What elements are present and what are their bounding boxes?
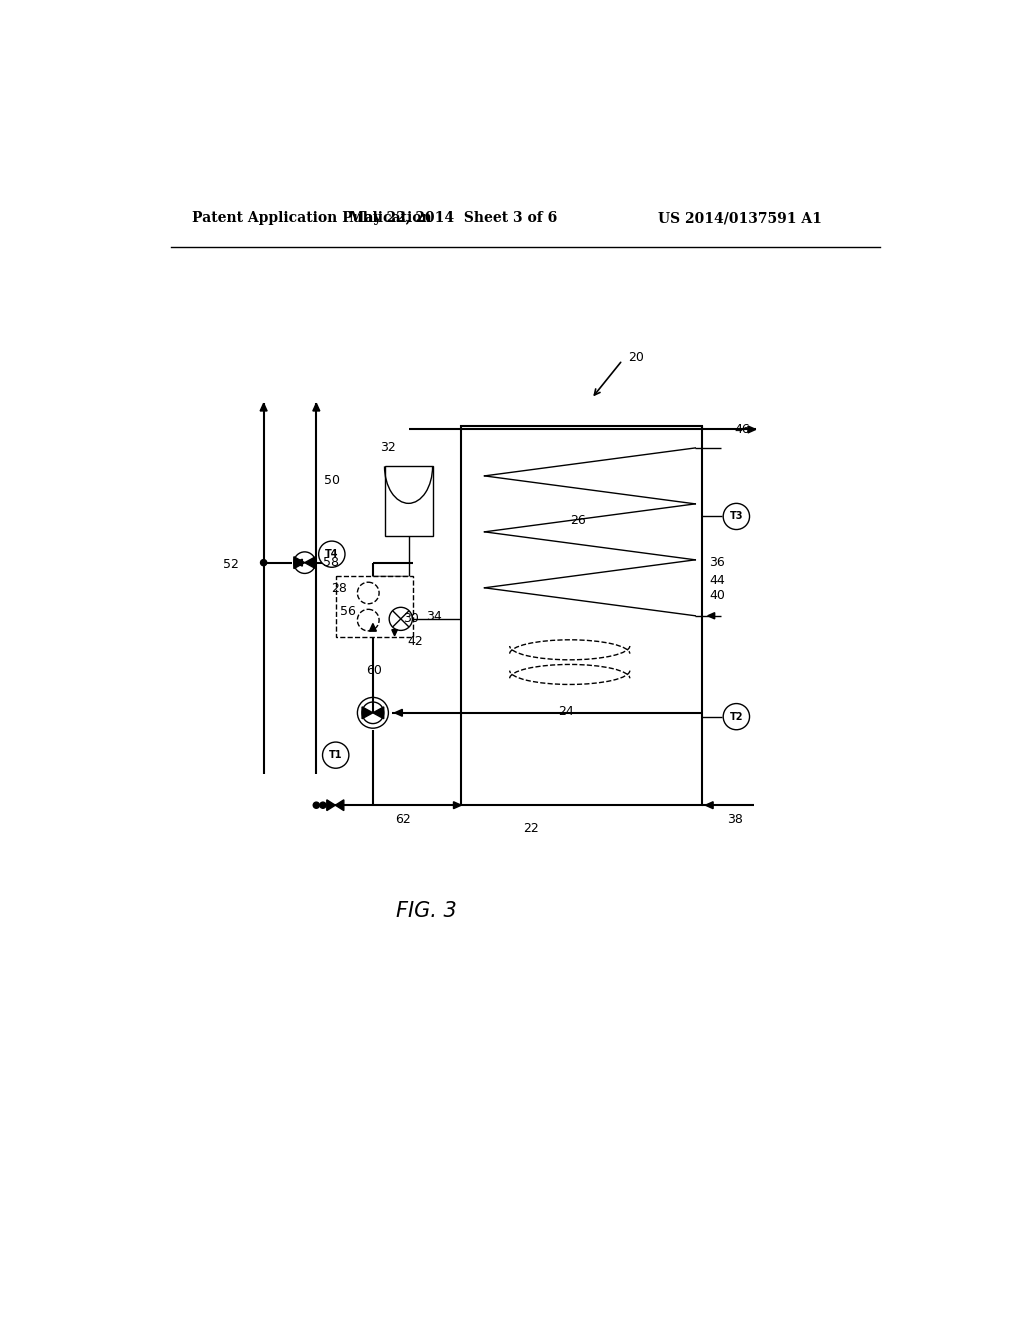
Polygon shape — [454, 801, 461, 809]
Polygon shape — [370, 623, 377, 631]
Polygon shape — [373, 708, 384, 718]
Circle shape — [323, 742, 349, 768]
Text: 44: 44 — [710, 574, 725, 587]
Polygon shape — [362, 708, 373, 718]
Circle shape — [318, 541, 345, 568]
Text: 30: 30 — [403, 612, 419, 626]
Text: 46: 46 — [734, 422, 750, 436]
Text: T4: T4 — [325, 549, 339, 560]
Circle shape — [319, 803, 326, 808]
Circle shape — [723, 503, 750, 529]
Polygon shape — [305, 557, 315, 569]
Polygon shape — [708, 612, 715, 619]
Bar — [385, 466, 432, 536]
Text: 28: 28 — [331, 582, 347, 594]
Polygon shape — [706, 801, 713, 809]
Text: 60: 60 — [366, 664, 382, 677]
Polygon shape — [327, 800, 335, 810]
Text: May 22, 2014  Sheet 3 of 6: May 22, 2014 Sheet 3 of 6 — [349, 211, 558, 226]
Text: T2: T2 — [730, 711, 743, 722]
Text: Patent Application Publication: Patent Application Publication — [191, 211, 431, 226]
Text: 26: 26 — [569, 513, 586, 527]
Circle shape — [313, 803, 319, 808]
Text: 38: 38 — [727, 813, 743, 825]
Polygon shape — [260, 404, 267, 411]
Text: 22: 22 — [523, 822, 539, 834]
Text: 24: 24 — [558, 705, 573, 718]
Bar — [461, 426, 701, 805]
Text: T3: T3 — [730, 511, 743, 521]
Polygon shape — [394, 709, 402, 717]
Text: 56: 56 — [340, 605, 356, 618]
Text: 34: 34 — [426, 610, 442, 623]
Text: US 2014/0137591 A1: US 2014/0137591 A1 — [658, 211, 822, 226]
Text: 62: 62 — [395, 813, 411, 825]
Polygon shape — [313, 404, 319, 411]
Text: 52: 52 — [222, 558, 239, 572]
Circle shape — [723, 704, 750, 730]
Polygon shape — [335, 800, 344, 810]
Polygon shape — [392, 630, 397, 636]
Bar — [336, 576, 414, 638]
Text: 40: 40 — [710, 589, 725, 602]
Text: 50: 50 — [324, 474, 340, 487]
Polygon shape — [294, 557, 305, 569]
Text: 20: 20 — [628, 351, 644, 363]
Circle shape — [260, 560, 266, 566]
Polygon shape — [748, 426, 756, 433]
Text: FIG. 3: FIG. 3 — [396, 902, 457, 921]
Text: 42: 42 — [407, 635, 423, 648]
Text: 32: 32 — [380, 441, 395, 454]
Polygon shape — [295, 560, 302, 566]
Text: T1: T1 — [329, 750, 342, 760]
Text: 58: 58 — [324, 556, 339, 569]
Text: 36: 36 — [710, 556, 725, 569]
Circle shape — [389, 607, 413, 631]
